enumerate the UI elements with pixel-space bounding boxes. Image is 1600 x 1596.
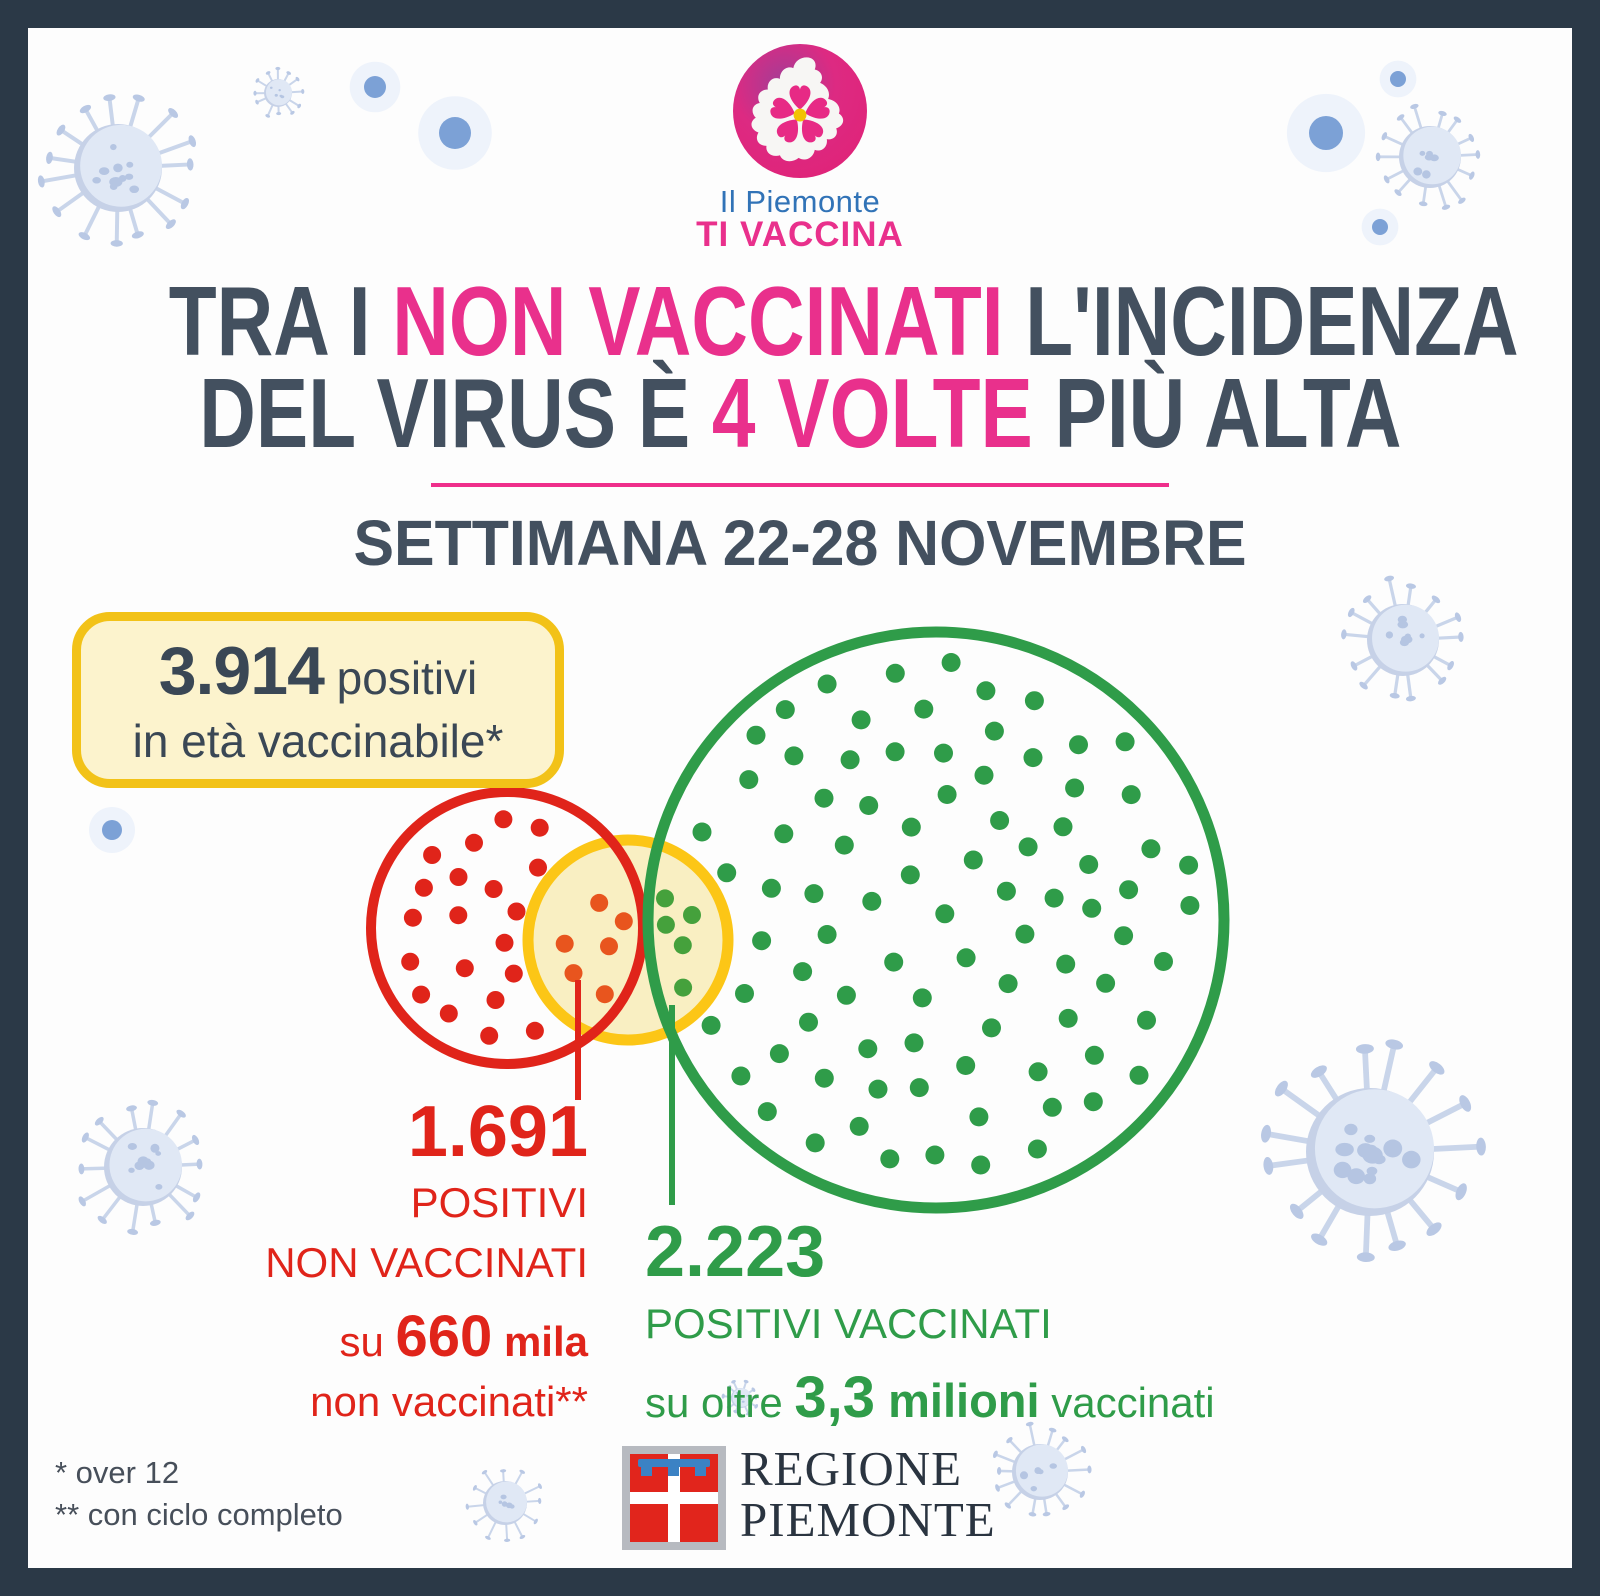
flower-petal: [789, 85, 811, 110]
virus-icon: [1341, 575, 1464, 702]
unvaccinated-denominator: su 660 mila: [265, 1303, 588, 1370]
venn-green-circle: [642, 626, 1230, 1214]
dots-overlap-unvaccinated: [555, 893, 633, 1004]
virus-icon: [1261, 1039, 1486, 1263]
flower-center: [793, 108, 807, 122]
total-positives-suffix: positivi: [323, 652, 478, 704]
blue-dot: [349, 61, 401, 113]
blue-dot: [1379, 60, 1417, 98]
vaccinated-label-block: 2.223 POSITIVI VACCINATI su oltre 3,3 mi…: [645, 1216, 1215, 1431]
headline-line-2: DEL VIRUS È 4 VOLTE PIÙ ALTA: [0, 364, 1600, 462]
total-positives-box: 3.914 positivi in età vaccinabile*: [72, 612, 564, 788]
dots-overlap-vaccinated: [656, 889, 701, 997]
unvaccinated-den-value: 660: [395, 1304, 493, 1370]
headline-line-1: TRA I NON VACCINATI L'INCIDENZA: [0, 272, 1600, 370]
venn-diagram: [366, 626, 1230, 1214]
blue-dot: [1361, 208, 1399, 246]
blue-dot: [418, 96, 492, 170]
total-positives-line2: in età vaccinabile*: [132, 715, 504, 767]
flower-icon: [770, 85, 830, 143]
virus-icon: [253, 66, 305, 118]
unvaccinated-label-block: 1.691 POSITIVI NON VACCINATI su 660 mila…: [265, 1096, 588, 1426]
vaccinated-den-unit: milioni: [875, 1374, 1040, 1427]
regione-piemonte-shield: [622, 1446, 726, 1550]
org-name-line2: PIEMONTE: [740, 1491, 996, 1547]
blue-dot: [1286, 93, 1366, 173]
vaccinated-den-pre: su oltre: [645, 1379, 795, 1426]
vaccinated-denominator: su oltre 3,3 milioni vaccinati: [645, 1364, 1215, 1431]
flower-petal: [801, 119, 824, 143]
brand-line-2: TI VACCINA: [696, 215, 904, 254]
org-name-line1: REGIONE: [740, 1441, 963, 1496]
virus-icon: [78, 1099, 203, 1235]
footnote-1: * over 12: [55, 1455, 180, 1490]
dots-vaccinated: [692, 653, 1200, 1175]
total-positives-row: 3.914 positivi: [159, 632, 478, 710]
unvaccinated-value: 1.691: [407, 1092, 588, 1172]
unvaccinated-den-unit: mila: [492, 1318, 588, 1366]
shield-lambello: [638, 1459, 710, 1476]
headline-1-highlight: NON VACCINATI: [392, 266, 1004, 376]
unvaccinated-line1: POSITIVI: [410, 1179, 588, 1226]
footnote-2: ** con ciclo completo: [55, 1496, 343, 1532]
flower-petal: [770, 97, 795, 119]
headline-1-post: L'INCIDENZA: [1003, 266, 1519, 376]
vaccinated-line1: POSITIVI VACCINATI: [645, 1300, 1052, 1347]
vaccinated-den-post: vaccinati: [1039, 1379, 1215, 1426]
total-positives-value: 3.914: [158, 633, 325, 709]
virus-icon: [721, 1379, 759, 1416]
flower-petal: [776, 119, 799, 143]
virus-icon: [1375, 103, 1481, 210]
brand-line-1: Il Piemonte: [719, 184, 881, 219]
flower-petal: [805, 97, 830, 119]
pink-divider: [431, 483, 1169, 487]
piemonte-vaccine-logo: [733, 44, 867, 178]
org-name: REGIONE PIEMONTE: [740, 1441, 996, 1547]
headline-2-pre: DEL VIRUS È: [198, 358, 712, 468]
headline-2-highlight: 4 VOLTE: [711, 358, 1033, 468]
vaccinated-value: 2.223: [645, 1212, 826, 1292]
footnotes: * over 12 ** con ciclo completo: [55, 1452, 343, 1536]
unvaccinated-line3: non vaccinati**: [310, 1378, 588, 1426]
vaccinated-den-value: 3,3: [794, 1365, 876, 1430]
unvaccinated-line2: NON VACCINATI: [265, 1238, 588, 1286]
subtitle-week: SETTIMANA 22-28 NOVEMBRE: [353, 507, 1247, 579]
virus-icon: [992, 1421, 1092, 1517]
virus-icon: [465, 1469, 542, 1542]
virus-icon: [37, 94, 197, 247]
headline-1-pre: TRA I: [168, 266, 393, 376]
headline-2-post: PIÙ ALTA: [1032, 358, 1402, 468]
dots-unvaccinated: [401, 810, 549, 1045]
blue-dot: [89, 807, 135, 853]
venn-yellow-circle: [522, 834, 734, 1046]
unvaccinated-den-pre: su: [339, 1318, 396, 1366]
